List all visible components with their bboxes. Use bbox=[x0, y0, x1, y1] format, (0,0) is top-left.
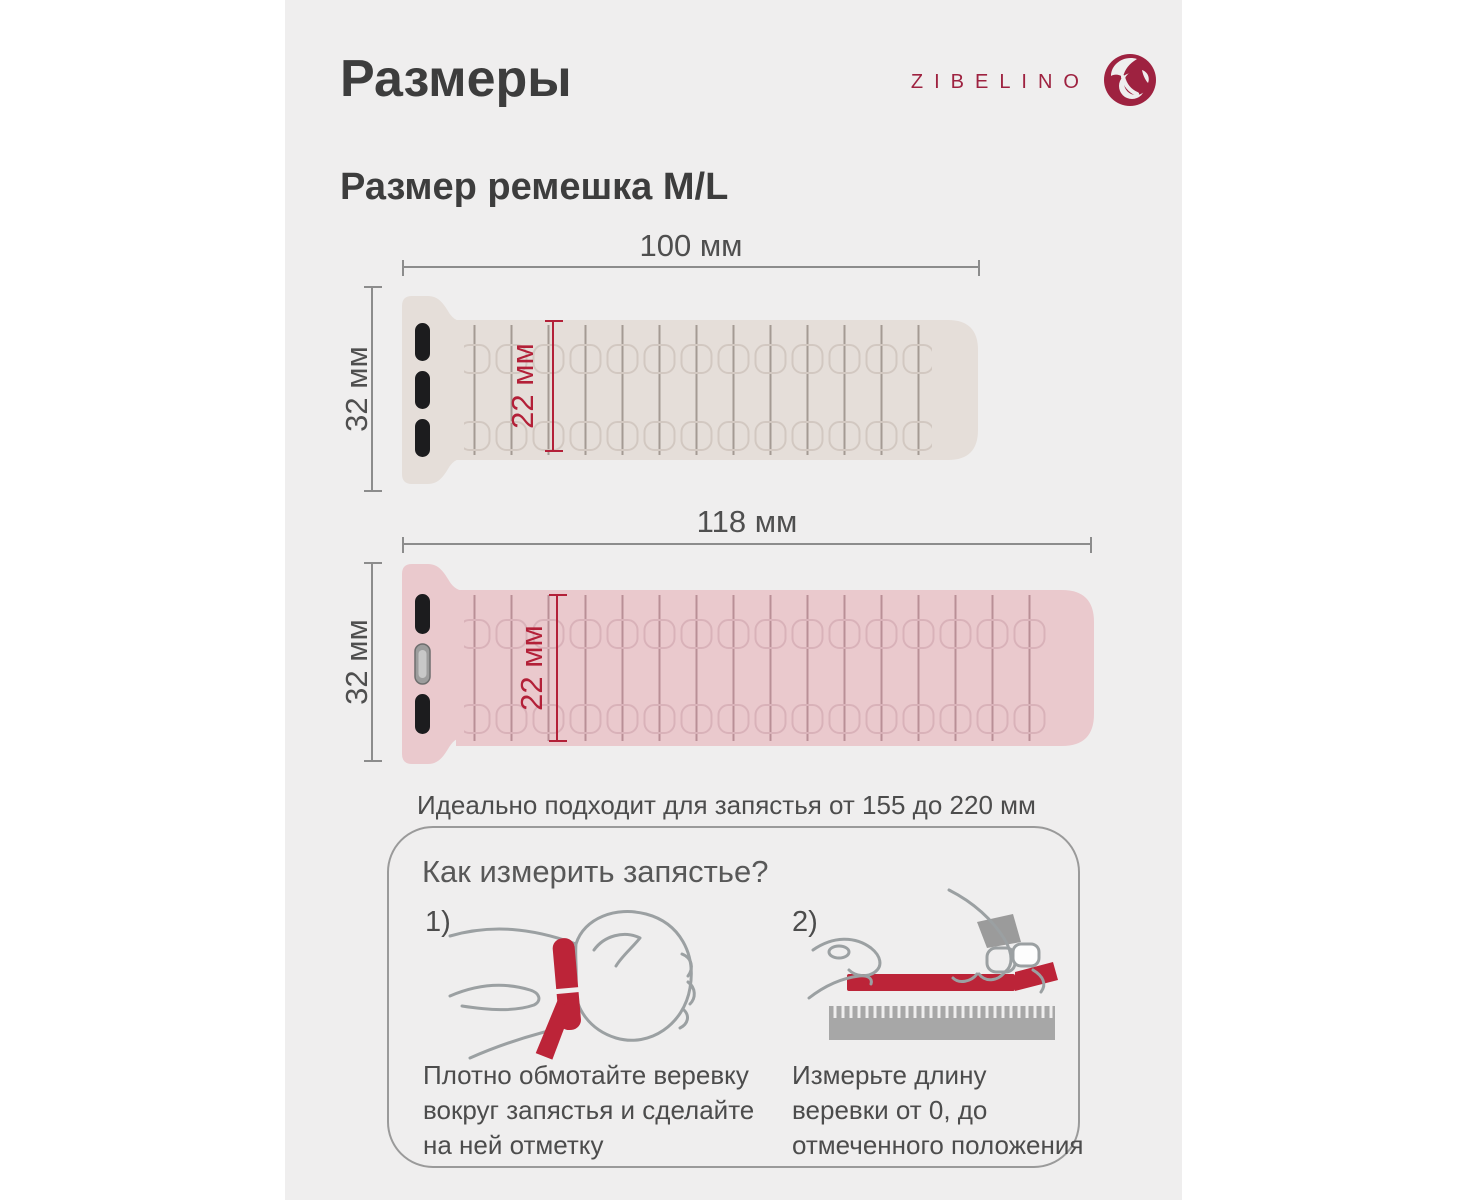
lug-slot bbox=[415, 694, 430, 734]
how-to-measure-box: Как измерить запястье? 1) 2) bbox=[387, 826, 1083, 1168]
strap2-length-dimension-line bbox=[402, 537, 1092, 553]
ruler-measure-illustration bbox=[807, 888, 1058, 1040]
strap1-height-label: 32 мм bbox=[339, 346, 374, 432]
lug-slot bbox=[415, 371, 430, 409]
lug-slot-metal-highlight bbox=[418, 650, 427, 678]
strap1-height-dimension-line bbox=[364, 286, 382, 492]
step-2-number: 2) bbox=[792, 906, 818, 938]
brand-wordmark: ZIBELINO bbox=[910, 70, 1090, 93]
strap2-width-dimension-line bbox=[549, 594, 567, 742]
brand: ZIBELINO bbox=[911, 52, 1158, 108]
step-2-caption: Измерьте длину веревки от 0, до отмеченн… bbox=[792, 1060, 1084, 1160]
lug-slot bbox=[415, 323, 430, 361]
lug-slot bbox=[415, 419, 430, 457]
page-title: Размеры bbox=[340, 50, 572, 108]
how-to-title: Как измерить запястье? bbox=[422, 854, 769, 889]
step-1-number: 1) bbox=[425, 906, 451, 938]
step-1-caption: Плотно обмотайте веревку вокруг запястья… bbox=[423, 1060, 755, 1160]
section-subtitle: Размер ремешка M/L bbox=[340, 166, 729, 208]
strap-bottom-image bbox=[402, 564, 1094, 764]
strap2-height-dimension-line bbox=[364, 562, 382, 762]
strap2-height-label: 32 мм bbox=[339, 619, 374, 705]
lug-slot bbox=[415, 594, 430, 634]
wrist-wrap-illustration bbox=[448, 910, 696, 1060]
strap1-length-label: 100 мм bbox=[639, 228, 743, 263]
strap-top-image bbox=[402, 296, 978, 484]
strap2-width-label: 22 мм bbox=[514, 625, 549, 711]
infographic-panel: Размеры ZIBELINO Размер ремешка M/L 100 … bbox=[285, 0, 1182, 1200]
zibelino-logo-icon bbox=[1104, 54, 1156, 106]
fit-note: Идеально подходит для запястья от 155 до… bbox=[417, 790, 1036, 820]
strap2-length-label: 118 мм bbox=[696, 504, 798, 539]
rope-band bbox=[535, 938, 581, 1060]
strap1-length-dimension-line bbox=[402, 260, 980, 276]
strap1-width-dimension-line bbox=[545, 320, 563, 452]
strap1-width-label: 22 мм bbox=[505, 343, 540, 429]
